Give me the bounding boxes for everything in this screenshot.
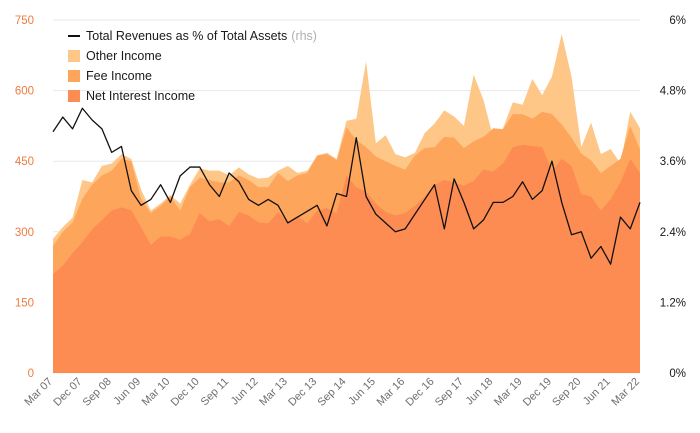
- y-right-tick-label: 0%: [669, 368, 686, 380]
- y-left-tick-label: 300: [15, 227, 34, 239]
- x-tick-label: Mar 16: [375, 376, 408, 409]
- legend-label-text: Total Revenues as % of Total Assets: [86, 29, 287, 43]
- x-tick-label: Jun 12: [229, 376, 261, 408]
- y-right-tick-label: 6%: [669, 15, 686, 27]
- legend-swatch: [68, 50, 80, 62]
- legend-swatch: [68, 90, 80, 102]
- legend-label-text: Other Income: [86, 49, 162, 63]
- net-interest-income-area: [53, 144, 640, 373]
- x-tick-label: Jun 15: [346, 376, 378, 408]
- y-left-tick-label: 450: [15, 156, 34, 168]
- y-left-tick-label: 150: [15, 297, 34, 309]
- legend-label-text: Fee Income: [86, 69, 152, 83]
- x-tick-label: Dec 13: [286, 376, 319, 409]
- legend-swatch: [68, 70, 80, 82]
- x-tick-label: Mar 10: [140, 376, 173, 409]
- line-layer: [52, 107, 641, 265]
- legend-label: Net Interest Income: [86, 89, 195, 103]
- y-left-tick-label: 600: [15, 86, 34, 98]
- legend-item-other-income: Other Income: [68, 49, 162, 63]
- x-tick-label: Mar 22: [609, 376, 642, 409]
- legend-label: Total Revenues as % of Total Assets (rhs): [86, 29, 317, 43]
- x-tick-label: Sep 17: [433, 376, 466, 409]
- y-left-tick-label: 750: [15, 15, 34, 27]
- y-left-tick-label: 0: [28, 368, 34, 380]
- y-right-tick-label: 1.2%: [660, 297, 686, 309]
- x-tick-label: Mar 13: [257, 376, 290, 409]
- x-tick-label: Dec 10: [169, 376, 202, 409]
- y-right-tick-label: 4.8%: [660, 86, 686, 98]
- y-right-tick-label: 3.6%: [660, 156, 686, 168]
- x-tick-label: Dec 07: [51, 376, 84, 409]
- x-tick-label: Mar 07: [22, 376, 55, 409]
- legend-label-text: Net Interest Income: [86, 89, 195, 103]
- y-right-tick-label: 2.4%: [660, 227, 686, 239]
- x-tick-label: Mar 19: [492, 376, 525, 409]
- legend-item-fee-income: Fee Income: [68, 69, 152, 83]
- x-tick-label: Dec 16: [404, 376, 437, 409]
- revenue-ratio-line: [52, 107, 641, 265]
- x-tick-label: Jun 18: [464, 376, 496, 408]
- legend: Total Revenues as % of Total Assets (rhs)…: [68, 29, 317, 103]
- legend-label: Fee Income: [86, 69, 152, 83]
- area-layer: [53, 34, 640, 374]
- legend-item-revenue-ratio: Total Revenues as % of Total Assets (rhs): [68, 29, 317, 43]
- x-tick-label: Jun 21: [581, 376, 613, 408]
- x-tick-label: Dec 19: [521, 376, 554, 409]
- x-tick-label: Sep 20: [550, 376, 583, 409]
- legend-label: Other Income: [86, 49, 162, 63]
- x-tick-label: Sep 08: [81, 376, 114, 409]
- x-tick-label: Sep 11: [199, 376, 232, 409]
- legend-note: (rhs): [291, 29, 317, 43]
- x-tick-label: Jun 09: [111, 376, 143, 408]
- legend-item-net-interest-income: Net Interest Income: [68, 89, 195, 103]
- x-tick-label: Sep 14: [315, 376, 348, 409]
